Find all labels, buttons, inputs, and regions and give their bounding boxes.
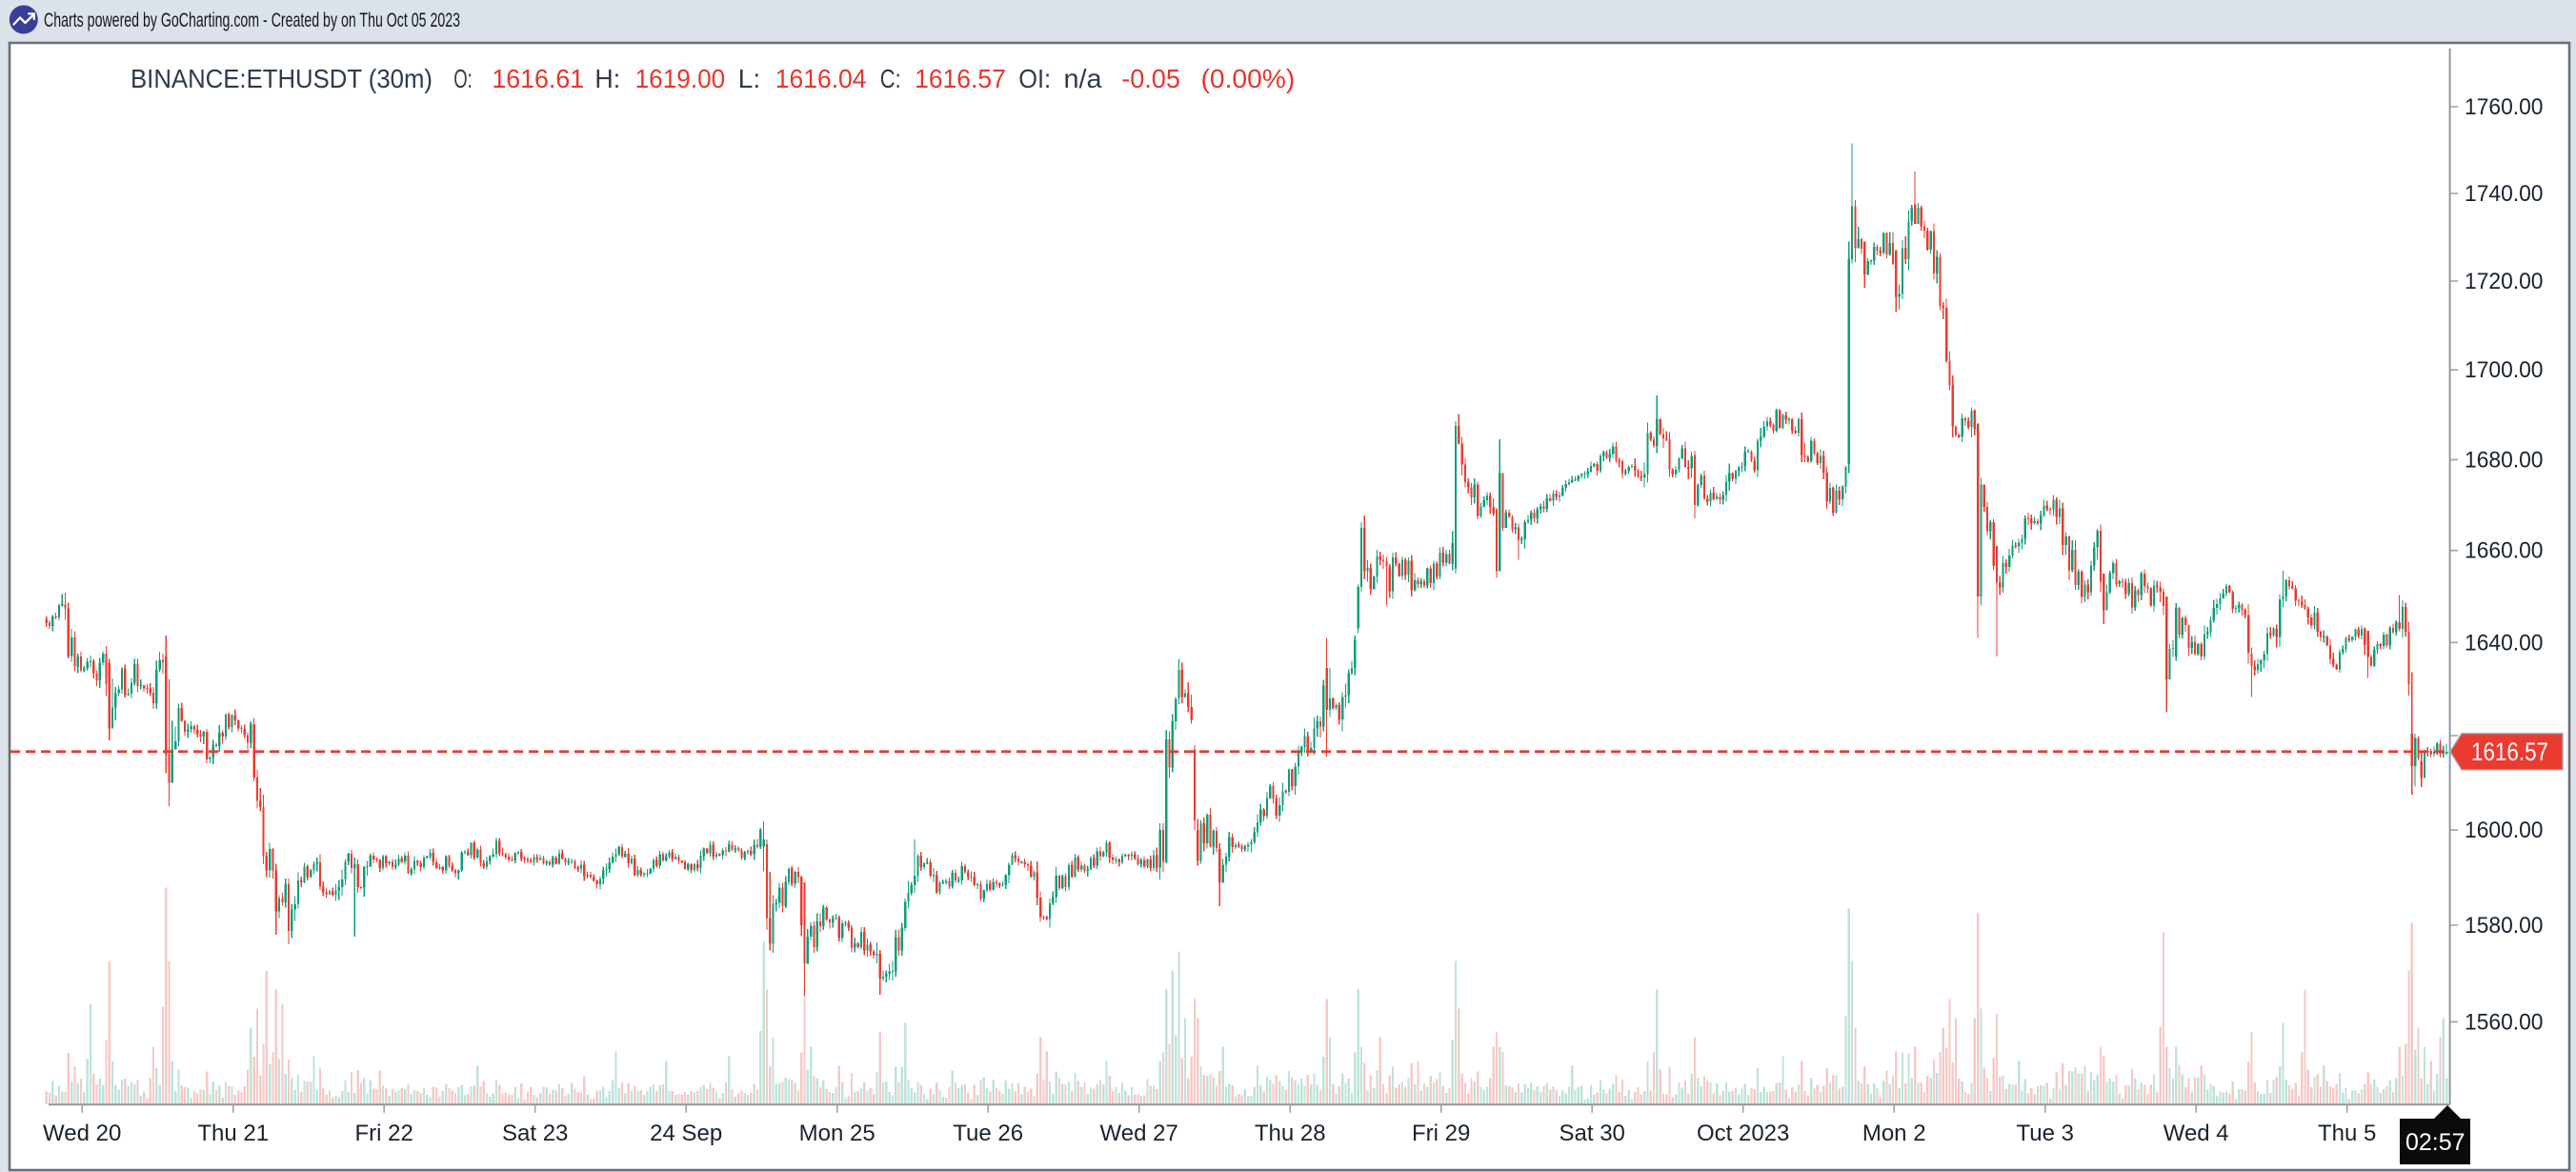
svg-text:1616.57: 1616.57 [2471,738,2548,766]
svg-text:1616.61: 1616.61 [492,64,584,93]
svg-text:1580.00: 1580.00 [2465,913,2544,939]
svg-text:H:: H: [594,64,620,93]
svg-text:Thu 28: Thu 28 [1255,1121,1326,1146]
svg-text:1720.00: 1720.00 [2465,269,2544,294]
svg-text:1616.04: 1616.04 [775,64,867,93]
svg-text:1660.00: 1660.00 [2465,538,2544,564]
svg-text:Oct 2023: Oct 2023 [1697,1121,1789,1146]
svg-text:Tue 3: Tue 3 [2016,1121,2073,1146]
svg-text:C:: C: [880,64,901,93]
svg-text:Thu 5: Thu 5 [2318,1121,2376,1146]
svg-text:Wed 27: Wed 27 [1100,1121,1178,1146]
svg-text:1619.00: 1619.00 [635,64,726,93]
svg-text:1560.00: 1560.00 [2465,1009,2544,1035]
svg-text:Charts powered by GoCharting.c: Charts powered by GoCharting.com - Creat… [44,10,460,31]
svg-text:Fri 22: Fri 22 [355,1121,413,1146]
svg-text:1740.00: 1740.00 [2465,181,2544,207]
svg-text:Sat 30: Sat 30 [1560,1121,1625,1146]
svg-text:02:57: 02:57 [2405,1129,2465,1156]
svg-text:1600.00: 1600.00 [2465,818,2544,843]
svg-text:Sat 23: Sat 23 [502,1121,568,1146]
svg-text:L:: L: [738,64,761,93]
svg-text:(0.00%): (0.00%) [1201,64,1296,93]
svg-text:Wed 20: Wed 20 [43,1121,121,1146]
svg-text:1760.00: 1760.00 [2465,94,2544,120]
svg-text:Fri 29: Fri 29 [1412,1121,1470,1146]
svg-text:Thu 21: Thu 21 [197,1121,269,1146]
svg-text:1680.00: 1680.00 [2465,447,2544,473]
svg-text:1700.00: 1700.00 [2465,357,2544,383]
svg-text:n/a: n/a [1064,64,1103,93]
svg-text:O:: O: [453,64,473,93]
svg-text:Mon 2: Mon 2 [1862,1121,1926,1146]
svg-text:1640.00: 1640.00 [2465,630,2544,656]
svg-text:Mon 25: Mon 25 [799,1121,875,1146]
svg-text:24 Sep: 24 Sep [650,1121,722,1146]
svg-text:Tue 26: Tue 26 [953,1121,1023,1146]
svg-text:1616.57: 1616.57 [915,64,1006,93]
svg-text:Wed 4: Wed 4 [2163,1121,2229,1146]
svg-text:BINANCE:ETHUSDT (30m): BINANCE:ETHUSDT (30m) [131,64,433,93]
svg-text:-0.05: -0.05 [1121,64,1180,93]
svg-text:OI:: OI: [1018,64,1051,93]
